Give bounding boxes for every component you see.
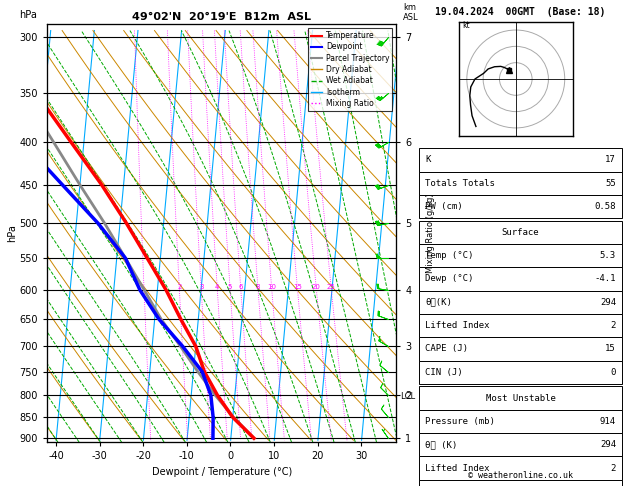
FancyBboxPatch shape: [418, 244, 623, 267]
Text: hPa: hPa: [19, 10, 37, 20]
Text: 2: 2: [611, 464, 616, 472]
Text: 5: 5: [228, 284, 232, 290]
Text: LCL: LCL: [400, 392, 415, 401]
Text: CIN (J): CIN (J): [425, 368, 463, 377]
Text: Lifted Index: Lifted Index: [425, 464, 489, 472]
FancyBboxPatch shape: [418, 195, 623, 218]
Text: Lifted Index: Lifted Index: [425, 321, 489, 330]
Text: PW (cm): PW (cm): [425, 202, 463, 211]
Text: 6: 6: [238, 284, 243, 290]
Text: 294: 294: [600, 298, 616, 307]
Text: 20: 20: [312, 284, 321, 290]
Text: θᴇ (K): θᴇ (K): [425, 440, 457, 449]
FancyBboxPatch shape: [418, 337, 623, 361]
Text: 15: 15: [293, 284, 302, 290]
Text: 8: 8: [256, 284, 260, 290]
Text: 5.3: 5.3: [600, 251, 616, 260]
Text: CAPE (J): CAPE (J): [425, 345, 468, 353]
Text: Totals Totals: Totals Totals: [425, 179, 495, 188]
Text: 25: 25: [327, 284, 336, 290]
Text: Surface: Surface: [502, 228, 539, 237]
Text: 55: 55: [605, 179, 616, 188]
Text: 2: 2: [611, 321, 616, 330]
Title: 49°02'N  20°19'E  B12m  ASL: 49°02'N 20°19'E B12m ASL: [132, 12, 311, 22]
Text: 19.04.2024  00GMT  (Base: 18): 19.04.2024 00GMT (Base: 18): [435, 7, 606, 17]
Text: km
ASL: km ASL: [403, 3, 419, 22]
Text: Dewp (°C): Dewp (°C): [425, 275, 474, 283]
Text: 0: 0: [611, 368, 616, 377]
Text: © weatheronline.co.uk: © weatheronline.co.uk: [468, 471, 573, 480]
Text: 3: 3: [199, 284, 204, 290]
Text: 0.58: 0.58: [594, 202, 616, 211]
X-axis label: Dewpoint / Temperature (°C): Dewpoint / Temperature (°C): [152, 467, 292, 477]
Text: 294: 294: [600, 440, 616, 449]
Text: 15: 15: [605, 345, 616, 353]
Text: 17: 17: [605, 156, 616, 164]
Text: Temp (°C): Temp (°C): [425, 251, 474, 260]
Text: θᴇ(K): θᴇ(K): [425, 298, 452, 307]
FancyBboxPatch shape: [418, 314, 623, 337]
FancyBboxPatch shape: [418, 172, 623, 195]
FancyBboxPatch shape: [418, 386, 623, 410]
Text: kt: kt: [462, 21, 470, 31]
FancyBboxPatch shape: [418, 291, 623, 314]
Text: 914: 914: [600, 417, 616, 426]
Text: -4.1: -4.1: [594, 275, 616, 283]
FancyBboxPatch shape: [418, 410, 623, 433]
FancyBboxPatch shape: [418, 361, 623, 384]
FancyBboxPatch shape: [418, 267, 623, 291]
Text: Pressure (mb): Pressure (mb): [425, 417, 495, 426]
Text: K: K: [425, 156, 430, 164]
FancyBboxPatch shape: [418, 221, 623, 244]
FancyBboxPatch shape: [418, 148, 623, 172]
Text: 2: 2: [177, 284, 182, 290]
Text: 10: 10: [267, 284, 276, 290]
Legend: Temperature, Dewpoint, Parcel Trajectory, Dry Adiabat, Wet Adiabat, Isotherm, Mi: Temperature, Dewpoint, Parcel Trajectory…: [308, 28, 392, 111]
FancyBboxPatch shape: [418, 456, 623, 480]
Text: 4: 4: [215, 284, 220, 290]
Y-axis label: hPa: hPa: [7, 225, 17, 242]
Text: Mixing Ratio (g/kg): Mixing Ratio (g/kg): [426, 193, 435, 273]
FancyBboxPatch shape: [418, 480, 623, 486]
FancyBboxPatch shape: [418, 433, 623, 456]
Text: Most Unstable: Most Unstable: [486, 394, 555, 402]
